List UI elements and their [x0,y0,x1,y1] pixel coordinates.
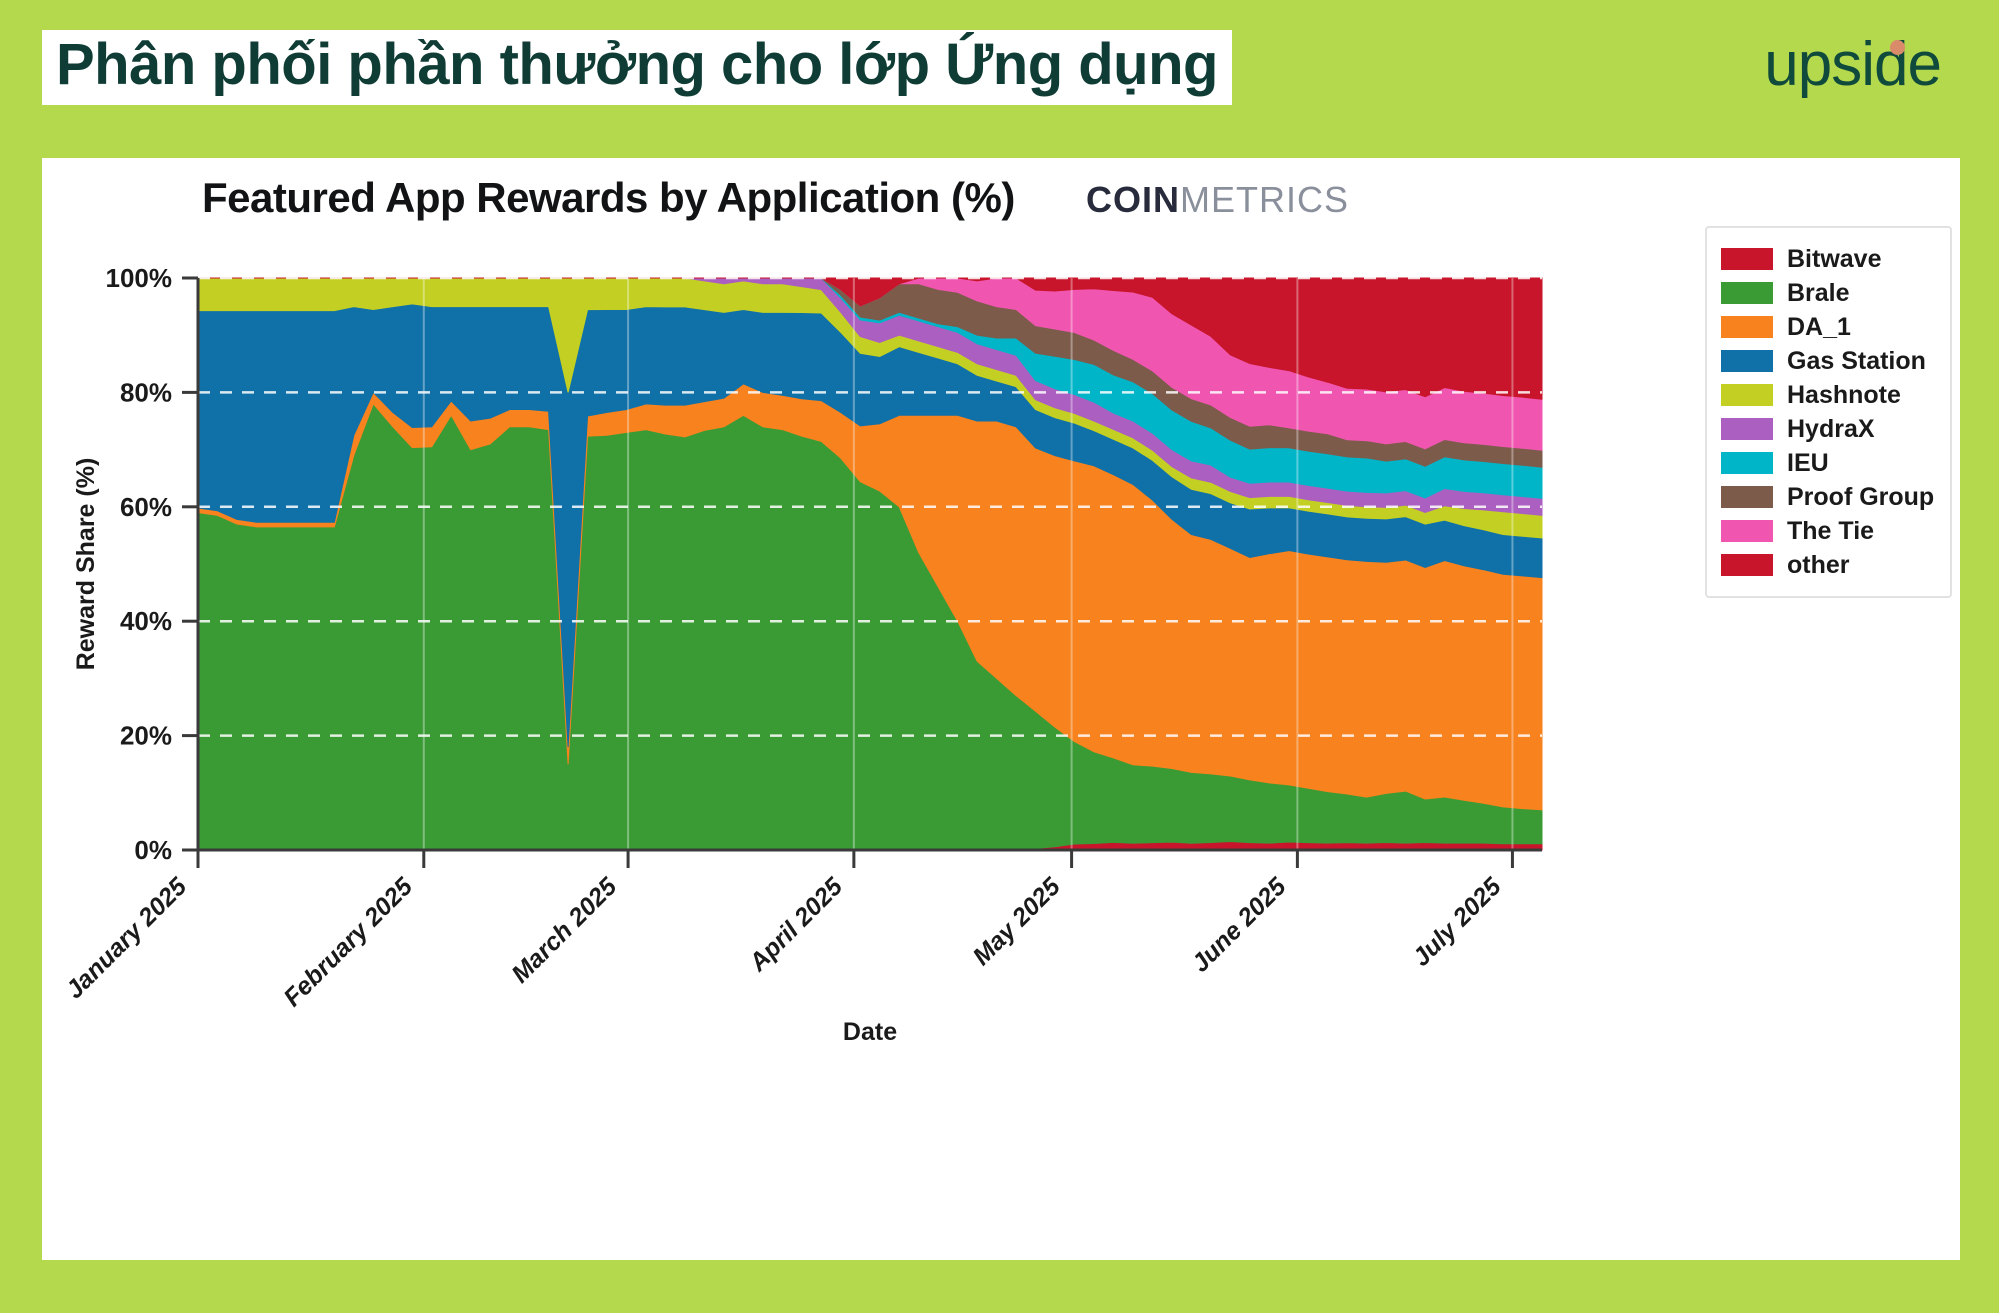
legend-swatch-icon [1721,282,1773,304]
x-tick-label-6: July 2025 [1407,872,1507,972]
legend-label: DA_1 [1787,312,1851,341]
coinmetrics-logo-light: METRICS [1180,179,1349,220]
axes-group [182,276,1542,868]
upside-logo-dot-icon [1890,40,1906,55]
x-tick-label-2: March 2025 [506,872,623,989]
y-axis-title: Reward Share (%) [72,458,100,671]
y-tick-label-80: 80% [120,377,172,407]
legend-swatch-icon [1721,384,1773,406]
legend-item-bitwave[interactable]: Bitwave [1721,242,1934,276]
y-tick-label-40: 40% [120,606,172,636]
legend-swatch-icon [1721,350,1773,372]
legend-swatch-icon [1721,418,1773,440]
legend-swatch-icon [1721,554,1773,576]
axis-titles-group: Reward Share (%) Date [72,458,897,1046]
y-tick-label-0: 0% [134,835,172,865]
y-tick-label-100: 100% [106,263,173,293]
x-tick-label-0: January 2025 [60,872,193,1005]
chart-legend: Bitwave Brale DA_1 Gas Station Hashnote Hydra… [1705,226,1953,598]
vertical-gridlines-group [422,278,1514,850]
legend-swatch-icon [1721,486,1773,508]
chart-title: Featured App Rewards by Application (%) [202,174,1015,221]
y-tick-label-60: 60% [120,492,172,522]
legend-swatch-icon [1721,452,1773,474]
legend-label: other [1787,550,1850,579]
legend-item-brale[interactable]: Brale [1721,276,1934,310]
area-series-group [197,277,1543,851]
legend-item-the-tie[interactable]: The Tie [1721,514,1934,548]
chart-card: Featured App Rewards by Application (%) … [42,158,1960,1260]
legend-item-proof-group[interactable]: Proof Group [1721,480,1934,514]
legend-item-da-1[interactable]: DA_1 [1721,310,1934,344]
x-tick-labels-group: January 2025 February 2025 March 2025 April… [60,872,1507,1012]
legend-item-ieu[interactable]: IEU [1721,446,1934,480]
x-axis-title: Date [843,1018,897,1046]
legend-label: Brale [1787,278,1850,307]
y-tick-labels-group: 0% 20% 40% 60% 80% 100% [106,263,173,865]
legend-label: IEU [1787,448,1829,477]
legend-label: Gas Station [1787,346,1926,375]
stacked-area-plot: 0% 20% 40% 60% 80% 100% January 2025 February … [42,158,1960,1260]
x-tick-label-4: May 2025 [967,872,1066,971]
x-tick-label-3: April 2025 [743,872,849,978]
x-tick-label-1: February 2025 [278,872,418,1012]
legend-swatch-icon [1721,316,1773,338]
chart-svg: 0% 20% 40% 60% 80% 100% January 2025 February … [60,263,1543,1046]
legend-item-gas-station[interactable]: Gas Station [1721,344,1934,378]
gridlines-group [198,276,1542,737]
coinmetrics-logo: COINMETRICS [1086,182,1349,218]
legend-label: Proof Group [1787,482,1935,511]
legend-item-hashnote[interactable]: Hashnote [1721,378,1934,412]
legend-label: Bitwave [1787,244,1882,273]
legend-swatch-icon [1721,248,1773,270]
x-tick-label-5: June 2025 [1186,872,1292,978]
legend-label: Hashnote [1787,380,1901,409]
upside-logo: upside [1764,34,1942,96]
upside-logo-text: upside [1764,30,1942,99]
legend-item-hydrax[interactable]: HydraX [1721,412,1934,446]
page-title: Phân phối phần thưởng cho lớp Ứng dụng [42,30,1232,105]
legend-label: HydraX [1787,414,1875,443]
legend-label: The Tie [1787,516,1875,545]
y-tick-label-20: 20% [120,721,172,751]
legend-swatch-icon [1721,520,1773,542]
coinmetrics-logo-bold: COIN [1086,179,1180,220]
legend-item-other[interactable]: other [1721,548,1934,582]
